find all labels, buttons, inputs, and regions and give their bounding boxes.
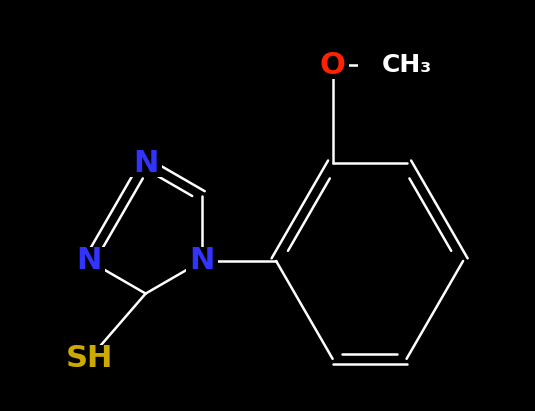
Text: SH: SH: [65, 344, 113, 373]
FancyBboxPatch shape: [186, 247, 218, 275]
Text: N: N: [189, 247, 215, 275]
FancyBboxPatch shape: [73, 247, 105, 275]
Text: N: N: [133, 149, 158, 178]
FancyBboxPatch shape: [129, 149, 162, 177]
Text: N: N: [77, 247, 102, 275]
Text: O: O: [320, 51, 346, 80]
FancyBboxPatch shape: [358, 51, 455, 79]
FancyBboxPatch shape: [57, 345, 122, 372]
Text: CH₃: CH₃: [381, 53, 432, 77]
FancyBboxPatch shape: [316, 51, 349, 79]
